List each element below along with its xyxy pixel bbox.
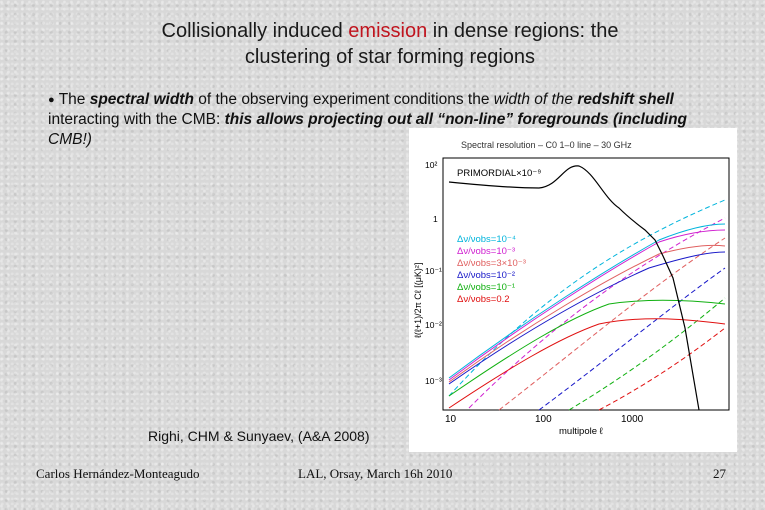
legend-item: Δν/νobs=0.2 — [457, 294, 510, 305]
y-tick-0.1: 10⁻¹ — [425, 266, 442, 276]
bullet-seg: width of the — [493, 91, 574, 108]
title-line2: clustering of star forming regions — [244, 46, 536, 68]
legend-item: Δν/νobs=3×10⁻³ — [457, 258, 526, 269]
curve-primordial — [448, 165, 700, 411]
bullet-seg: redshift shell — [577, 91, 674, 108]
curve-dashed-salmon — [498, 237, 726, 411]
y-tick-100: 10² — [425, 160, 437, 170]
spectrum-figure: Spectral resolution – C0 1–0 line – 30 G… — [409, 128, 737, 452]
curve-green — [448, 299, 726, 397]
curve-dashed-red — [598, 327, 726, 411]
y-tick-0.001: 10⁻³ — [425, 376, 442, 386]
figure-caption: Righi, CHM & Sunyaev, (A&A 2008) — [148, 428, 370, 444]
curve-salmon — [448, 244, 726, 383]
footer-event: LAL, Orsay, March 16h 2010 — [298, 466, 453, 481]
bullet-seg: interacting with the CMB: — [48, 111, 225, 128]
bullet-text: ● The spectral width of the observing ex… — [48, 90, 728, 150]
slide-title: Collisionally induced emission in dense … — [40, 18, 740, 70]
curve-blue — [448, 251, 726, 385]
bullet-seg: this allows projecting out all “non-line… — [224, 111, 688, 128]
footer-author: Carlos Hernández-Monteagudo — [36, 466, 200, 481]
bullet-seg: spectral width — [89, 91, 194, 108]
curve-magenta — [448, 229, 726, 381]
bullet-seg: of the observing experiment conditions t… — [193, 91, 494, 108]
bullet-seg: CMB!) — [48, 131, 92, 148]
title-highlight: emission — [348, 20, 428, 42]
curve-red — [448, 318, 726, 409]
x-tick-1000: 1000 — [621, 414, 644, 425]
y-tick-0.01: 10⁻² — [425, 320, 442, 330]
legend-item: Δν/νobs=10⁻² — [457, 270, 515, 281]
curve-dashed-blue — [538, 267, 726, 411]
curve-dashed-green — [568, 297, 726, 411]
title-part1: Collisionally induced — [161, 20, 349, 42]
footer-page-number: 27 — [713, 466, 726, 481]
legend-item: Δν/νobs=10⁻³ — [457, 246, 515, 257]
legend: Δν/νobs=10⁻⁴ Δν/νobs=10⁻³ Δν/νobs=3×10⁻³… — [457, 234, 526, 305]
x-axis-label: multipole ℓ — [559, 426, 604, 437]
curve-dashed-cyan — [448, 199, 726, 397]
bullet-seg: The — [58, 91, 90, 108]
title-part2: in dense regions: the — [427, 20, 619, 42]
curve-dashed-magenta — [468, 217, 726, 409]
figure-title: Spectral resolution – C0 1–0 line – 30 G… — [461, 140, 632, 150]
y-axis-label: ℓ(ℓ+1)/2π Cℓ [(μK)²] — [413, 263, 423, 338]
spectrum-plot: Spectral resolution – C0 1–0 line – 30 G… — [413, 140, 730, 437]
y-tick-1: 1 — [433, 214, 438, 224]
x-tick-10: 10 — [445, 414, 457, 425]
legend-item: Δν/νobs=10⁻¹ — [457, 282, 515, 293]
x-tick-100: 100 — [535, 414, 552, 425]
curve-cyan — [448, 223, 726, 379]
legend-item: Δν/νobs=10⁻⁴ — [457, 234, 516, 245]
bullet-dot-icon: ● — [48, 94, 55, 106]
primordial-label: PRIMORDIAL×10⁻⁹ — [457, 168, 541, 179]
